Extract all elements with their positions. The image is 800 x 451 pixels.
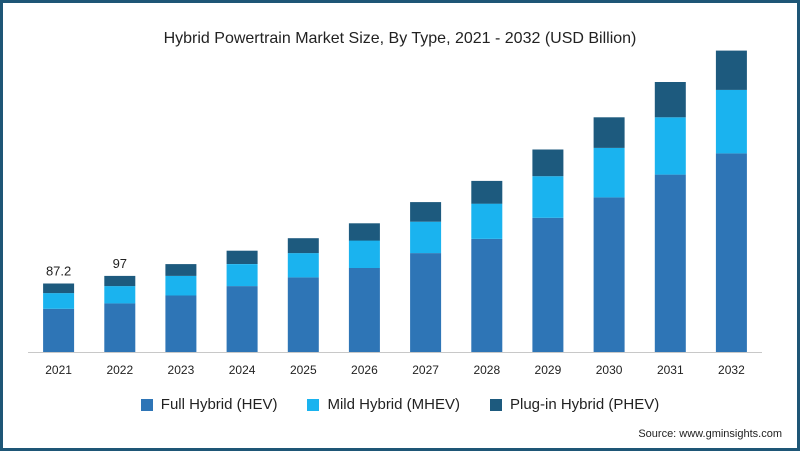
- bar-2027-series-1: [410, 221, 442, 254]
- bar-2031-series-1: [654, 117, 686, 175]
- bar-2022-series-0: [104, 303, 136, 352]
- bar-2025-series-1: [287, 253, 319, 278]
- x-tick-label: 2028: [473, 363, 500, 377]
- bar-2023-series-0: [165, 295, 197, 352]
- x-tick-label: 2032: [718, 363, 745, 377]
- bar-2031-series-2: [654, 82, 686, 118]
- bar-2030-series-1: [593, 147, 625, 198]
- x-tick-label: 2023: [168, 363, 195, 377]
- bar-2029-series-1: [532, 176, 564, 218]
- legend-swatch: [140, 398, 153, 411]
- legend-label: Plug-in Hybrid (PHEV): [509, 396, 660, 413]
- bar-2026-series-1: [348, 240, 380, 268]
- bar-2025-series-0: [287, 277, 319, 352]
- x-tick-label: 2027: [412, 363, 439, 377]
- bar-2029-series-2: [532, 149, 564, 177]
- source-note: Source: www.gminsights.com: [638, 428, 782, 440]
- legend-swatch: [307, 398, 320, 411]
- legend-label: Mild Hybrid (MHEV): [327, 396, 460, 413]
- bar-2031-series-0: [654, 174, 686, 352]
- x-tick-label: 2031: [657, 363, 684, 377]
- bar-2023-series-2: [165, 264, 197, 276]
- bar-2028-series-0: [471, 239, 503, 352]
- x-tick-label: 2021: [45, 363, 72, 377]
- bar-2024-series-2: [226, 250, 258, 264]
- bar-2022-series-2: [104, 275, 136, 287]
- chart-title: Hybrid Powertrain Market Size, By Type, …: [163, 30, 637, 47]
- x-tick-label: 2024: [229, 363, 256, 377]
- legend-swatch: [489, 398, 502, 411]
- bar-2021-series-2: [43, 283, 75, 294]
- bar-2023-series-1: [165, 275, 197, 296]
- legend-item-1: Mild Hybrid (MHEV): [307, 396, 460, 413]
- bar-2032-series-2: [715, 50, 747, 90]
- legend-label: Full Hybrid (HEV): [160, 396, 278, 413]
- x-tick-label: 2030: [596, 363, 623, 377]
- bar-2025-series-2: [287, 238, 319, 254]
- bar-2026-series-0: [348, 268, 380, 352]
- legend-item-2: Plug-in Hybrid (PHEV): [489, 396, 660, 413]
- bar-2021-series-1: [43, 293, 75, 309]
- bar-2026-series-2: [348, 223, 380, 241]
- bar-2030-series-0: [593, 197, 625, 352]
- chart-legend: Full Hybrid (HEV) Mild Hybrid (MHEV) Plug-…: [0, 396, 800, 413]
- x-tick-label: 2029: [535, 363, 562, 377]
- bar-2024-series-1: [226, 264, 258, 287]
- bar-2021-series-0: [43, 308, 75, 352]
- bar-2027-series-0: [410, 253, 442, 352]
- bar-2027-series-2: [410, 202, 442, 222]
- x-tick-label: 2026: [351, 363, 378, 377]
- data-label: 97: [113, 256, 127, 271]
- bar-2029-series-0: [532, 217, 564, 352]
- x-tick-label: 2025: [290, 363, 317, 377]
- bar-2030-series-2: [593, 117, 625, 148]
- bar-2032-series-1: [715, 89, 747, 154]
- x-tick-label: 2022: [106, 363, 133, 377]
- bar-2022-series-1: [104, 286, 136, 304]
- bar-2028-series-2: [471, 180, 503, 204]
- bar-2028-series-1: [471, 203, 503, 239]
- legend-item-0: Full Hybrid (HEV): [140, 396, 278, 413]
- bar-2032-series-0: [715, 153, 747, 352]
- bar-2024-series-0: [226, 286, 258, 352]
- data-label: 87.2: [46, 264, 71, 279]
